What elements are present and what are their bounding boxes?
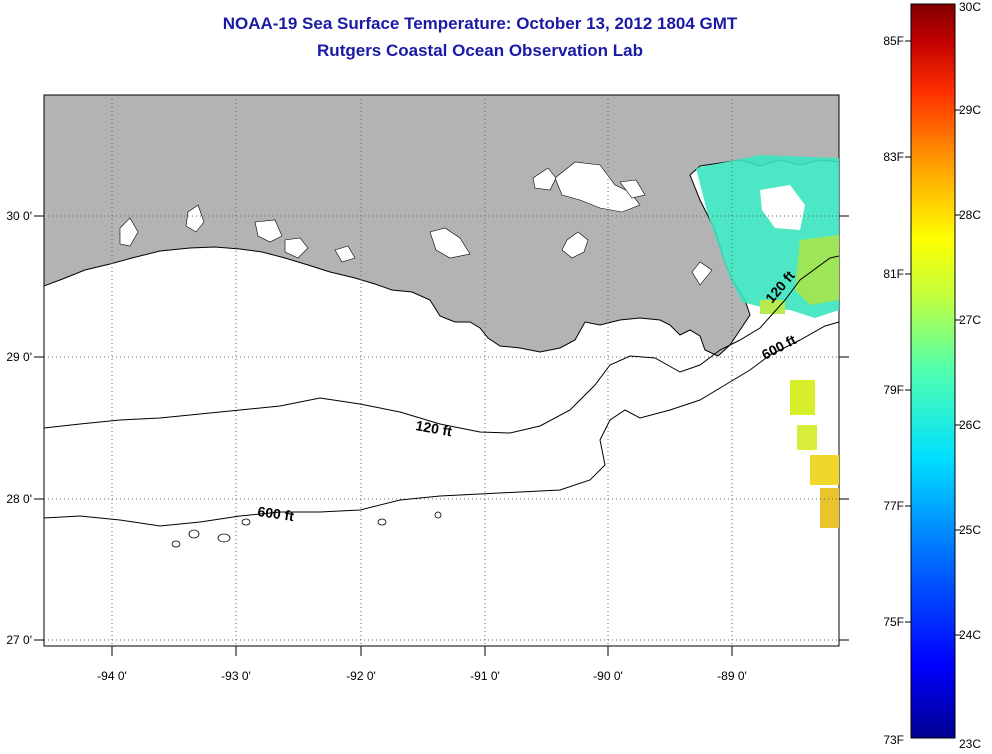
lon-label: -94 0' [97, 669, 127, 683]
fahrenheit-label: 77F [883, 499, 904, 513]
fahrenheit-label: 79F [883, 383, 904, 397]
lat-label: 29 0' [6, 350, 32, 364]
celsius-label: 30C [959, 0, 981, 14]
contour-label-600ft-west: 600 ft [257, 503, 296, 524]
map-grid [44, 95, 839, 646]
celsius-label: 26C [959, 418, 981, 432]
celsius-label: 29C [959, 103, 981, 117]
sst-warm-patches [760, 300, 839, 528]
lat-label: 30 0' [6, 209, 32, 223]
colorbar-ticks [905, 40, 961, 636]
fahrenheit-label: 75F [883, 615, 904, 629]
contour-label-120ft-west: 120 ft [414, 417, 453, 439]
fahrenheit-label: 81F [883, 267, 904, 281]
celsius-label: 24C [959, 628, 981, 642]
lon-label: -91 0' [470, 669, 500, 683]
fahrenheit-label: 85F [883, 34, 904, 48]
axis-ticks [34, 215, 849, 656]
celsius-label: 28C [959, 208, 981, 222]
sst-cloud-gap [760, 185, 805, 230]
colorbar-fahrenheit-labels: 85F 83F 81F 79F 77F 75F 73F [883, 34, 904, 747]
longitude-axis: -94 0' -93 0' -92 0' -91 0' -90 0' -89 0… [97, 669, 747, 683]
lon-label: -89 0' [717, 669, 747, 683]
celsius-label: 27C [959, 313, 981, 327]
contour-600ft-line [44, 321, 839, 527]
fahrenheit-label: 73F [883, 733, 904, 747]
colorbar [910, 3, 956, 739]
colorbar-celsius-labels: 30C 29C 28C 27C 26C 25C 24C 23C [959, 0, 981, 751]
map-subtitle: Rutgers Coastal Ocean Observation Lab [317, 41, 643, 60]
fahrenheit-label: 83F [883, 150, 904, 164]
lon-label: -92 0' [346, 669, 376, 683]
contour-120ft-line [44, 255, 839, 434]
lat-label: 28 0' [6, 492, 32, 506]
map-title: NOAA-19 Sea Surface Temperature: October… [222, 14, 738, 33]
lon-label: -93 0' [221, 669, 251, 683]
land-mass [44, 95, 839, 357]
celsius-label: 25C [959, 523, 981, 537]
sst-warm-patch-east [795, 235, 839, 305]
lat-label: 27 0' [6, 633, 32, 647]
inland-lakes [119, 161, 713, 286]
contour-fragments [171, 511, 442, 548]
celsius-label: 23C [959, 737, 981, 751]
lon-label: -90 0' [593, 669, 623, 683]
latitude-axis: 30 0' 29 0' 28 0' 27 0' [6, 209, 32, 647]
